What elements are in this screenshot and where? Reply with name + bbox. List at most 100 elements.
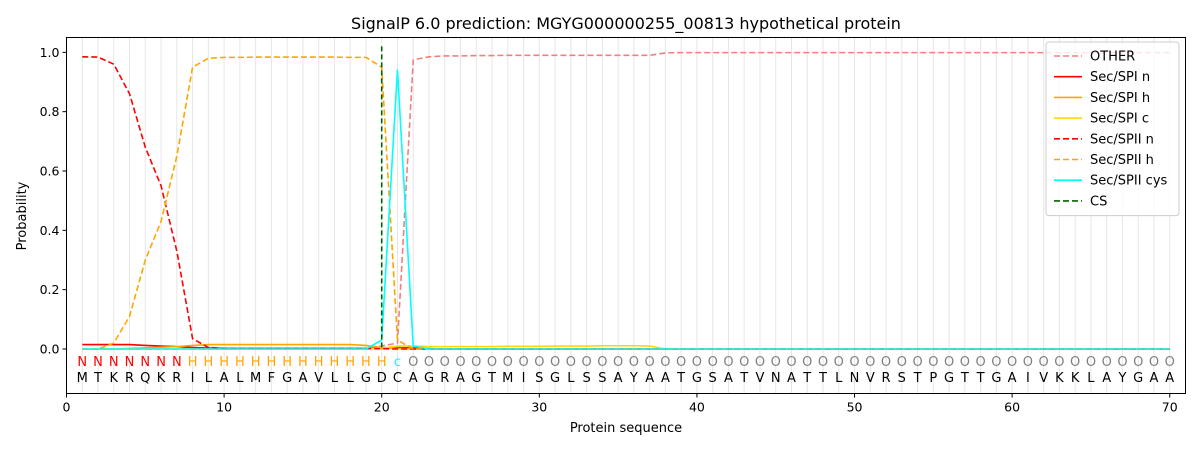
region-label: O: [912, 355, 922, 370]
legend-label: Sec/SPII h: [1090, 153, 1154, 168]
residue-letter: A: [1008, 371, 1017, 386]
x-tick-label: 50: [847, 400, 863, 415]
region-label: O: [440, 355, 450, 370]
residue-letter: T: [802, 371, 811, 386]
legend-box: [1045, 41, 1180, 217]
legend-label: OTHER: [1090, 50, 1135, 65]
region-label: O: [928, 355, 938, 370]
residue-letter: A: [724, 371, 733, 386]
y-axis-label: Probability: [15, 181, 30, 250]
region-label: H: [298, 355, 308, 370]
residue-letter: A: [409, 371, 418, 386]
x-tick-label: 70: [1162, 400, 1178, 415]
residue-letter: M: [250, 371, 261, 386]
residue-letter: L: [835, 371, 843, 386]
region-label: N: [140, 355, 150, 370]
residue-letter: Y: [1117, 371, 1126, 386]
region-label: O: [786, 355, 796, 370]
residue-letter: A: [1165, 371, 1174, 386]
grid-lines: [81, 37, 1171, 394]
region-label: N: [156, 355, 166, 370]
y-tick-label: 0.6: [40, 164, 60, 179]
residue-letter: T: [913, 371, 922, 386]
residue-letter: L: [236, 371, 244, 386]
region-label: N: [109, 355, 119, 370]
residue-letter: L: [567, 371, 575, 386]
region-label: H: [330, 355, 340, 370]
residue-letter: V: [756, 371, 765, 386]
region-label: H: [314, 355, 324, 370]
residue-letter: T: [960, 371, 969, 386]
legend: OTHER Sec/SPI n Sec/SPI h Sec/SPI c Sec/SPII…: [1045, 41, 1180, 217]
residue-letter: Y: [629, 371, 638, 386]
residue-letter: L: [205, 371, 213, 386]
y-tick-label: 0.8: [40, 104, 60, 119]
region-label: O: [408, 355, 418, 370]
y-tick-label: 0.2: [40, 282, 60, 297]
region-label: O: [708, 355, 718, 370]
residue-letter: G: [550, 371, 560, 386]
y-axis-ticks: 0.0 0.2 0.4 0.6 0.8 1.0: [40, 45, 67, 357]
residue-letter: C: [393, 371, 402, 386]
region-label: O: [1007, 355, 1017, 370]
residue-letter: G: [361, 371, 371, 386]
region-label: O: [613, 355, 623, 370]
x-tick-label: 60: [1004, 400, 1020, 415]
residue-letter: G: [944, 371, 954, 386]
region-label: H: [282, 355, 292, 370]
region-label: O: [676, 355, 686, 370]
sequence-annotation: NMNTNKNRNQNKNRHIHLHAHLHMHFHGHAHVHLHLHGHD…: [77, 355, 1175, 386]
y-tick-label: 0.0: [40, 342, 60, 357]
legend-label: Sec/SPII cys: [1090, 174, 1168, 189]
region-label: O: [1023, 355, 1033, 370]
region-label: O: [660, 355, 670, 370]
region-label: N: [93, 355, 103, 370]
region-label: O: [518, 355, 528, 370]
region-label: O: [550, 355, 560, 370]
region-label: O: [1102, 355, 1112, 370]
region-label: H: [361, 355, 371, 370]
series-line-sec-spii-n: [82, 55, 1170, 350]
region-label: O: [1054, 355, 1064, 370]
residue-letter: F: [268, 371, 275, 386]
residue-letter: N: [771, 371, 781, 386]
region-label: O: [1086, 355, 1096, 370]
residue-letter: D: [377, 371, 387, 386]
region-label: H: [188, 355, 198, 370]
region-label: N: [172, 355, 182, 370]
residue-letter: R: [440, 371, 449, 386]
residue-letter: S: [582, 371, 590, 386]
region-label: O: [991, 355, 1001, 370]
residue-letter: S: [898, 371, 906, 386]
residue-letter: M: [502, 371, 513, 386]
residue-letter: I: [522, 371, 526, 386]
residue-letter: L: [1087, 371, 1095, 386]
residue-letter: T: [976, 371, 985, 386]
region-label: O: [692, 355, 702, 370]
plot-frame: [66, 37, 1186, 394]
region-label: O: [897, 355, 907, 370]
residue-letter: T: [739, 371, 748, 386]
residue-letter: V: [314, 371, 323, 386]
x-axis-ticks: 0 10 20 30 40 50 60 70: [63, 393, 1178, 415]
residue-letter: I: [191, 371, 195, 386]
x-tick-label: 0: [63, 400, 71, 415]
region-label: O: [771, 355, 781, 370]
residue-letter: R: [172, 371, 181, 386]
region-label: O: [1133, 355, 1143, 370]
residue-letter: I: [1026, 371, 1030, 386]
x-tick-label: 10: [216, 400, 232, 415]
residue-letter: M: [77, 371, 88, 386]
region-label: O: [960, 355, 970, 370]
region-label: O: [424, 355, 434, 370]
region-label: O: [455, 355, 465, 370]
region-label: O: [503, 355, 513, 370]
residue-letter: S: [535, 371, 543, 386]
region-label: O: [834, 355, 844, 370]
residue-letter: G: [471, 371, 481, 386]
region-label: H: [266, 355, 276, 370]
region-label: O: [1149, 355, 1159, 370]
residue-letter: A: [614, 371, 623, 386]
residue-letter: G: [692, 371, 702, 386]
